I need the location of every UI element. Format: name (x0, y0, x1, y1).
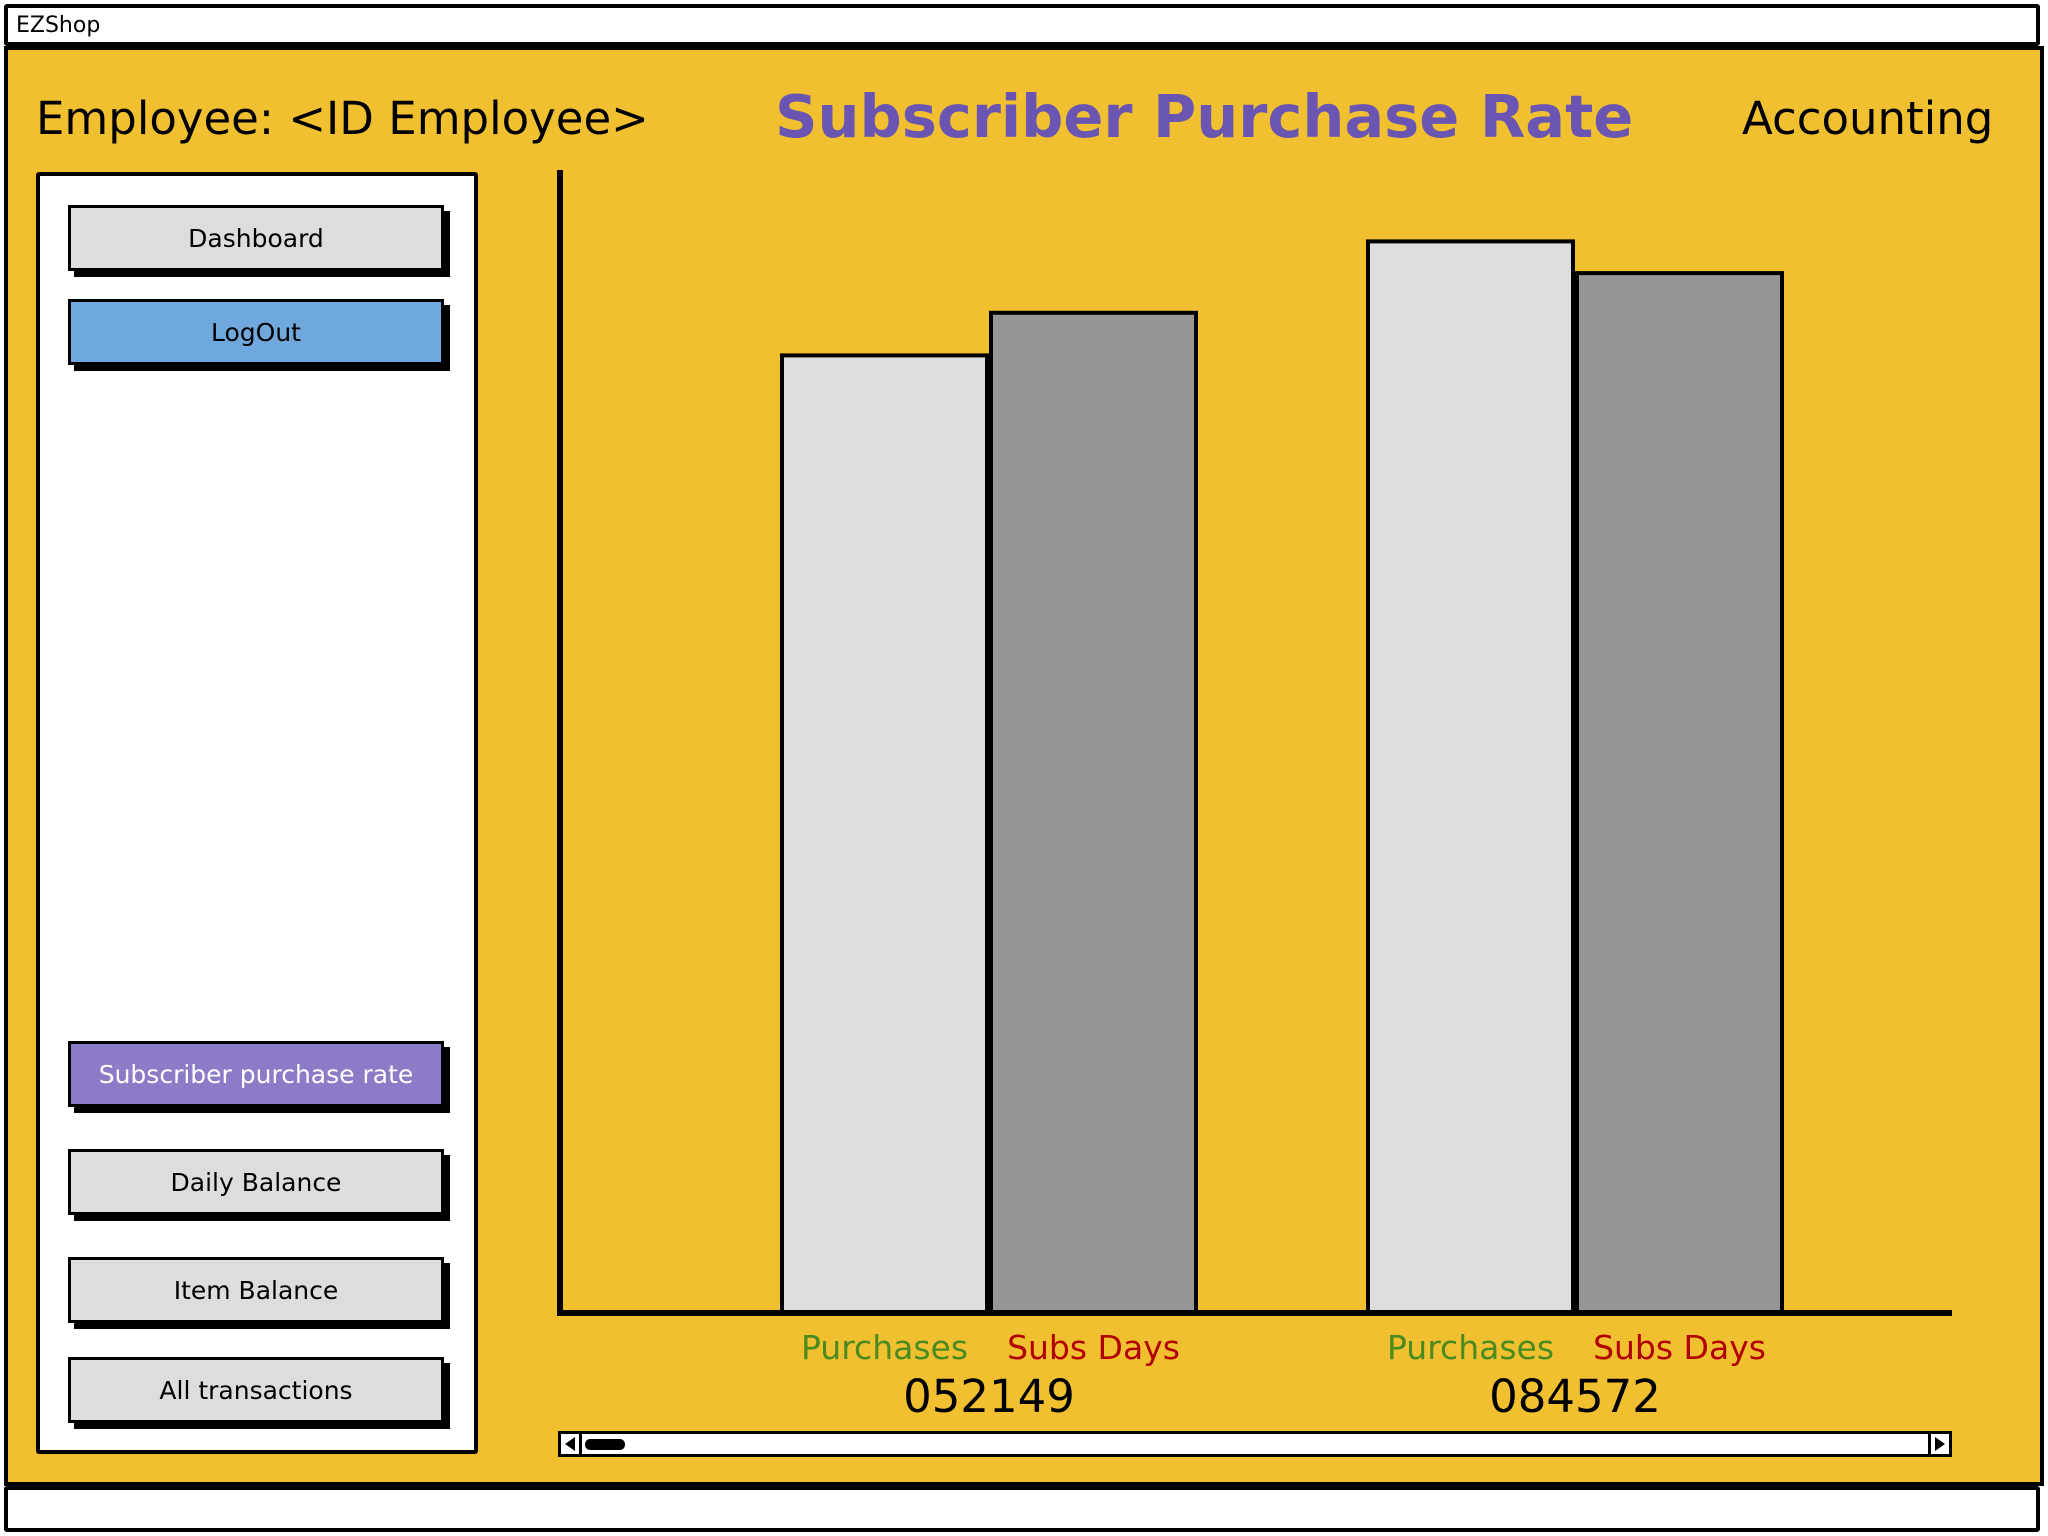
scrollbar-thumb[interactable] (585, 1439, 625, 1450)
series-label-purchases: Purchases (1387, 1328, 1554, 1367)
dashboard-button[interactable]: Dashboard (68, 205, 444, 271)
scroll-left-arrow-icon[interactable] (565, 1437, 575, 1451)
scrollbar-separator (579, 1433, 582, 1455)
category-label: 052149 (903, 1370, 1075, 1423)
scrollbar-separator (1928, 1433, 1931, 1455)
section-label: Accounting (1742, 92, 1994, 145)
bar-purchases (1366, 239, 1575, 1314)
employee-label: Employee: <ID Employee> (36, 92, 649, 145)
bar-purchases (780, 353, 989, 1314)
all-transactions-button[interactable]: All transactions (68, 1357, 444, 1423)
daily-balance-button[interactable]: Daily Balance (68, 1149, 444, 1215)
sidebar (36, 172, 478, 1454)
series-label-purchases: Purchases (801, 1328, 968, 1367)
page-title: Subscriber Purchase Rate (775, 82, 1634, 151)
subscriber-purchase-rate-button[interactable]: Subscriber purchase rate (68, 1041, 444, 1107)
bar-subs-days (989, 310, 1198, 1315)
item-balance-button[interactable]: Item Balance (68, 1257, 444, 1323)
scroll-right-arrow-icon[interactable] (1935, 1437, 1945, 1451)
window-title-bar: EZShop (4, 4, 2040, 46)
category-label: 084572 (1489, 1370, 1661, 1423)
logout-button[interactable]: LogOut (68, 299, 444, 365)
status-bar (4, 1486, 2040, 1532)
series-label-subs-days: Subs Days (1007, 1328, 1180, 1367)
series-label-subs-days: Subs Days (1593, 1328, 1766, 1367)
horizontal-scrollbar[interactable] (558, 1431, 1952, 1457)
bar-subs-days (1575, 271, 1784, 1314)
window-title: EZShop (16, 13, 101, 38)
